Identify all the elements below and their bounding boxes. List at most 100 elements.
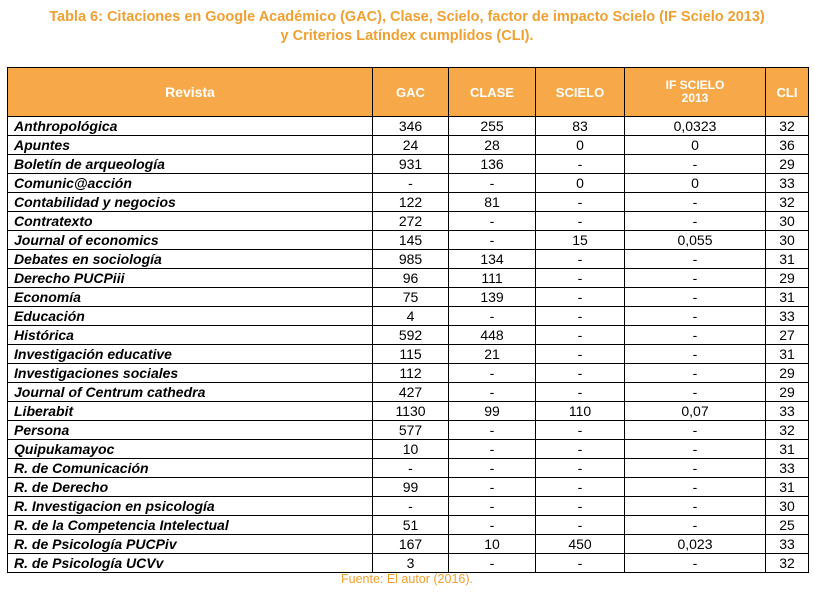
cell-revista: Liberabit [7,401,373,421]
cell-revista: R. de Derecho [7,477,373,497]
source-note: Fuente: El autor (2016). [340,572,474,586]
table-row: Persona 577- - -32 [7,420,809,440]
cell-scielo: - [535,249,625,269]
cell-scielo: - [535,192,625,212]
cell-if-scielo: - [624,458,766,478]
cell-cli: 32 [765,553,809,573]
table-row: Comunic@acción - -0 0 33 [7,173,809,193]
cell-gac: 1130 [372,401,449,421]
cell-scielo: - [535,211,625,231]
cell-scielo: - [535,458,625,478]
cell-clase: 134 [448,249,536,269]
table-row: Investigación educative 115 21- -31 [7,344,809,364]
cell-revista: R. Investigacion en psicología [7,496,373,516]
cell-revista: Economía [7,287,373,307]
table-row: R. de Derecho 99- - -31 [7,477,809,497]
cell-cli: 31 [765,249,809,269]
cell-cli: 33 [765,401,809,421]
cell-scielo: 450 [535,534,625,554]
header-if-scielo-text: IF SCIELO 2013 [665,78,725,105]
cell-gac: 3 [372,553,449,573]
cell-if-scielo: - [624,344,766,364]
cell-revista: Anthropológica [7,116,373,136]
table-body: Anthropológica 346 255 83 0,0323 32 Apuntes 24 2… [7,116,809,573]
cell-if-scielo: 0 [624,135,766,155]
cell-clase: - [448,439,536,459]
cell-clase: 255 [448,116,536,136]
cell-gac: 112 [372,363,449,383]
cell-gac: 122 [372,192,449,212]
cell-if-scielo: 0 [624,173,766,193]
cell-gac: 99 [372,477,449,497]
header-revista: Revista [7,67,373,117]
cell-revista: R. de Psicología UCVv [7,553,373,573]
table-header: Revista GAC CLASE SCIELO IF SCIELO 2013 … [7,67,809,117]
cell-clase: - [448,553,536,573]
cell-gac: 10 [372,439,449,459]
cell-cli: 30 [765,211,809,231]
cell-scielo: - [535,515,625,535]
cell-if-scielo: - [624,515,766,535]
cell-gac: 51 [372,515,449,535]
cell-cli: 32 [765,192,809,212]
cell-clase: - [448,173,536,193]
table-row: Liberabit 1130 99 110 0,07 33 [7,401,809,421]
cell-cli: 29 [765,154,809,174]
cell-gac: 346 [372,116,449,136]
header-gac: GAC [372,67,449,117]
cell-revista: R. de Comunicación [7,458,373,478]
cell-clase: - [448,211,536,231]
cell-gac: 272 [372,211,449,231]
cell-gac: 75 [372,287,449,307]
cell-clase: 81 [448,192,536,212]
cell-clase: - [448,306,536,326]
table-row: Derecho PUCPiii 96 111- -29 [7,268,809,288]
cell-cli: 29 [765,363,809,383]
header-row: Revista GAC CLASE SCIELO IF SCIELO 2013 … [7,67,809,117]
cell-clase: - [448,477,536,497]
cell-cli: 31 [765,344,809,364]
cell-revista: Quipukamayoc [7,439,373,459]
cell-revista: Histórica [7,325,373,345]
cell-if-scielo: - [624,306,766,326]
table-row: Boletín de arqueología 931 136- -29 [7,154,809,174]
cell-if-scielo: - [624,420,766,440]
cell-gac: 592 [372,325,449,345]
cell-if-scielo: - [624,154,766,174]
cell-scielo: 15 [535,230,625,250]
cell-clase: 99 [448,401,536,421]
cell-clase: - [448,363,536,383]
table-row: R. de la Competencia Intelectual 51- - -25 [7,515,809,535]
header-cli: CLI [765,67,809,117]
cell-revista: R. de Psicología PUCPiv [7,534,373,554]
cell-scielo: - [535,154,625,174]
table-row: Contabilidad y negocios 122 81- -32 [7,192,809,212]
cell-clase: 111 [448,268,536,288]
header-if-scielo: IF SCIELO 2013 [624,67,766,117]
cell-revista: Derecho PUCPiii [7,268,373,288]
cell-clase: - [448,515,536,535]
table-row: R. de Psicología PUCPiv 167 10 450 0,023 33 [7,534,809,554]
cell-if-scielo: - [624,439,766,459]
cell-revista: Contratexto [7,211,373,231]
cell-revista: Boletín de arqueología [7,154,373,174]
cell-if-scielo: - [624,496,766,516]
cell-if-scielo: - [624,249,766,269]
header-scielo: SCIELO [535,67,625,117]
table-row: Quipukamayoc 10- - -31 [7,439,809,459]
table-row: Investigaciones sociales 112- - -29 [7,363,809,383]
cell-cli: 29 [765,268,809,288]
cell-scielo: 0 [535,173,625,193]
cell-gac: 145 [372,230,449,250]
cell-revista: Journal of economics [7,230,373,250]
cell-revista: Investigaciones sociales [7,363,373,383]
cell-clase: - [448,230,536,250]
cell-if-scielo: - [624,382,766,402]
cell-cli: 27 [765,325,809,345]
cell-gac: 985 [372,249,449,269]
cell-scielo: 110 [535,401,625,421]
cell-scielo: - [535,420,625,440]
table-row: Journal of economics 145-15 0,055 30 [7,230,809,250]
cell-if-scielo: 0,055 [624,230,766,250]
cell-if-scielo: - [624,211,766,231]
